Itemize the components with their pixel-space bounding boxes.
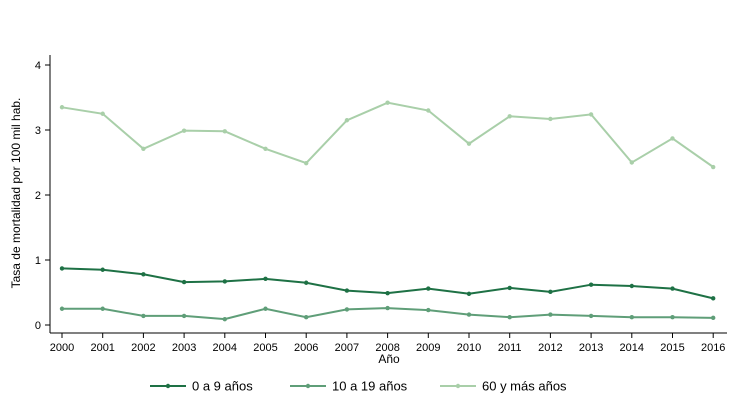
legend-item-1: 0 a 9 años xyxy=(150,379,253,394)
data-point xyxy=(629,283,634,289)
data-point xyxy=(507,114,512,119)
data-point xyxy=(426,108,431,113)
x-tick-label: 2010 xyxy=(457,342,481,354)
data-point xyxy=(304,280,309,285)
series-line xyxy=(61,101,714,168)
y-tick-label: 4 xyxy=(35,60,41,72)
axes: 0 1 2 3 4 2000 2001 2002 2003 2004 2005 2006 2007 200… xyxy=(35,55,727,354)
data-point xyxy=(181,279,187,285)
plot-area xyxy=(59,100,716,322)
data-point xyxy=(466,291,472,296)
data-point xyxy=(222,316,227,322)
series-1 xyxy=(59,266,716,301)
data-point xyxy=(670,136,675,141)
legend: 0 a 9 años 10 a 19 años 60 y más años xyxy=(150,379,567,394)
data-point xyxy=(141,313,146,319)
x-tick-label: 2013 xyxy=(579,342,603,354)
legend-swatch-marker xyxy=(305,383,311,389)
data-point xyxy=(385,305,390,311)
y-tick-label: 0 xyxy=(35,320,41,332)
series-3 xyxy=(59,100,716,170)
data-point xyxy=(344,118,350,123)
y-axis-title: Tasa de mortalidad por 100 mil hab. xyxy=(9,98,23,289)
data-point xyxy=(507,285,512,291)
data-point xyxy=(100,111,105,116)
x-tick-label: 2001 xyxy=(90,342,114,354)
data-point xyxy=(263,276,268,282)
data-point xyxy=(100,267,105,272)
data-point xyxy=(344,288,350,293)
data-point xyxy=(588,112,594,117)
data-point xyxy=(263,306,268,311)
x-tick-label: 2009 xyxy=(416,342,440,354)
data-point xyxy=(304,160,309,166)
x-tick-label: 2005 xyxy=(253,342,277,354)
y-tick-label: 1 xyxy=(35,255,41,267)
x-tick-label: 2003 xyxy=(172,342,196,354)
data-point xyxy=(507,315,512,320)
x-tick-label: 2012 xyxy=(538,342,562,354)
data-point xyxy=(344,307,350,312)
x-tick-label: 2015 xyxy=(660,342,684,354)
x-axis-title: Año xyxy=(378,352,400,366)
legend-swatch-marker xyxy=(455,383,461,389)
x-tick-label: 2016 xyxy=(701,342,725,354)
data-point xyxy=(426,286,431,291)
x-tick-label: 2008 xyxy=(375,342,399,354)
data-point xyxy=(670,286,675,291)
data-point xyxy=(426,307,431,313)
data-point xyxy=(181,313,187,319)
legend-label: 60 y más años xyxy=(482,379,567,394)
x-tick-label: 2002 xyxy=(131,342,155,354)
data-point xyxy=(59,306,65,311)
data-point xyxy=(466,312,472,317)
x-tick-label: 2011 xyxy=(498,342,522,354)
data-point xyxy=(263,146,268,152)
data-point xyxy=(548,116,553,122)
data-point xyxy=(548,289,553,295)
data-point xyxy=(141,272,146,277)
data-point xyxy=(222,279,227,284)
data-point xyxy=(629,160,634,165)
data-point xyxy=(466,141,472,146)
data-point xyxy=(711,296,716,301)
data-point xyxy=(100,306,105,311)
legend-label: 10 a 19 años xyxy=(332,379,408,394)
data-point xyxy=(588,313,594,319)
data-point xyxy=(711,164,716,170)
legend-item-3: 60 y más años xyxy=(440,379,567,394)
x-tick-label: 2006 xyxy=(294,342,318,354)
x-tick-label: 2014 xyxy=(620,342,644,354)
x-tick-label: 2000 xyxy=(50,342,74,354)
data-point xyxy=(59,266,65,271)
data-point xyxy=(629,315,634,320)
x-tick-label: 2004 xyxy=(213,342,237,354)
legend-label: 0 a 9 años xyxy=(192,379,253,394)
data-point xyxy=(385,100,390,105)
legend-swatch-marker xyxy=(165,383,171,389)
legend-item-2: 10 a 19 años xyxy=(290,379,408,394)
data-point xyxy=(588,282,594,287)
data-point xyxy=(711,315,716,321)
data-point xyxy=(222,129,227,134)
data-point xyxy=(548,312,553,317)
y-tick-label: 2 xyxy=(35,190,41,202)
data-point xyxy=(181,128,187,133)
series-2 xyxy=(59,305,716,322)
data-point xyxy=(385,290,390,296)
data-point xyxy=(141,146,146,152)
data-point xyxy=(670,315,675,320)
data-point xyxy=(304,315,309,320)
data-point xyxy=(59,105,65,110)
x-tick-label: 2007 xyxy=(335,342,359,354)
y-tick-label: 3 xyxy=(35,125,41,137)
